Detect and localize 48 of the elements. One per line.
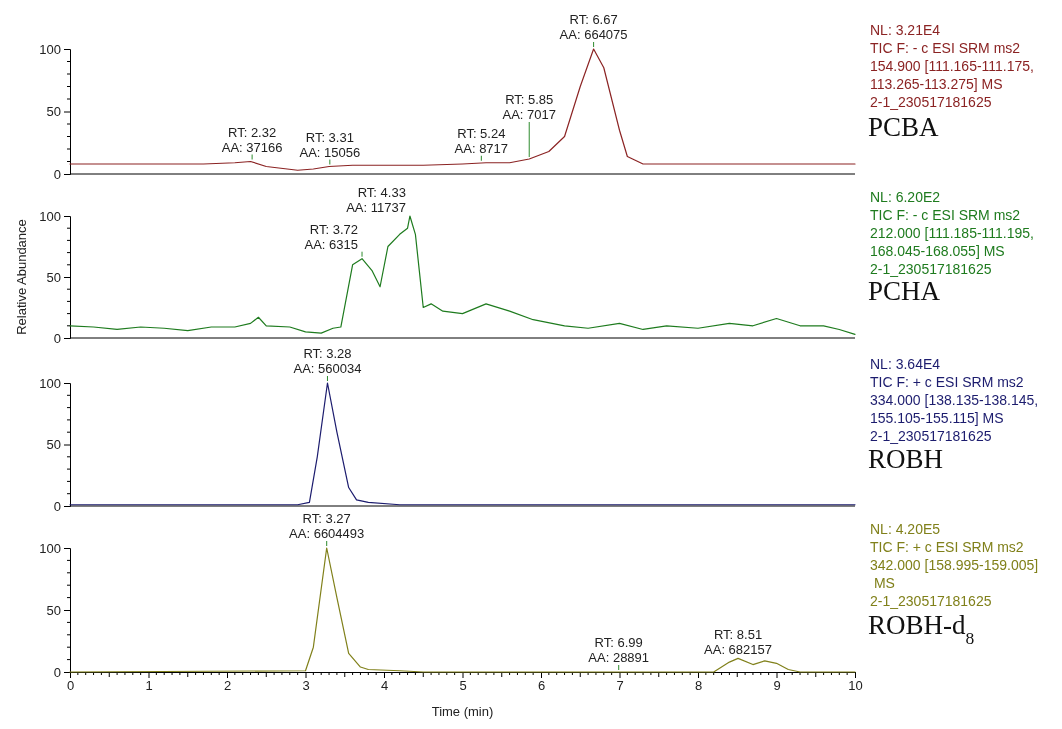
x-tick-label: 1 xyxy=(145,678,153,694)
annotation: RT: 6.67 AA: 664075 xyxy=(559,12,628,42)
x-tick-label: 7 xyxy=(616,678,624,694)
y-tick-label: 50 xyxy=(46,602,61,618)
text: NL: 3.21E4 TIC F: - c ESI SRM ms2 154.900 [111.165-111.175, 113.265-113.275] MS 2-1_230517181625 xyxy=(870,22,1034,110)
x-tick-label: 4 xyxy=(380,678,389,694)
annotation: RT: 6.99 AA: 28891 xyxy=(588,635,650,665)
annotation: RT: 3.28 AA: 560034 xyxy=(293,346,362,376)
text: NL: 6.20E2 TIC F: - c ESI SRM ms2 212.000 [111.185-111.195, 168.045-168.055] MS 2-1_230517181625 xyxy=(870,189,1034,277)
text: ROBH-d$_{8}$ xyxy=(868,610,975,648)
x-tick-label: 2 xyxy=(223,678,232,694)
y-tick-label: 100 xyxy=(39,540,61,556)
line-series xyxy=(69,547,856,673)
x-tick-label: 3 xyxy=(302,678,310,694)
annotation: RT: 2.32 AA: 37166 xyxy=(221,124,283,155)
x-tick-label: 0 xyxy=(66,678,75,694)
y-tick-label: 0 xyxy=(53,166,61,182)
y-tick-label: 0 xyxy=(53,664,61,680)
line-series xyxy=(69,215,856,335)
line-series xyxy=(69,382,856,506)
annotation: RT: 3.27 AA: 6604493 xyxy=(289,511,365,541)
text: PCBA xyxy=(868,112,940,142)
text: NL: 3.64E4 TIC F: + c ESI SRM ms2 334.000 [138.135-138.145, 155.105-155.115] MS 2-1_230517181625 xyxy=(870,356,1039,444)
y-tick-label: 50 xyxy=(46,269,61,285)
line-series xyxy=(69,48,856,171)
y-tick-label: 0 xyxy=(53,498,61,514)
x-axis-title: Time (min) xyxy=(431,704,494,719)
annotation: RT: 3.72 AA: 6315 xyxy=(304,221,359,252)
y-tick-label: 0 xyxy=(53,330,61,346)
annotation: RT: 5.85 AA: 7017 xyxy=(502,92,556,122)
x-tick-label: 8 xyxy=(694,678,703,694)
y-tick-label: 50 xyxy=(46,437,61,453)
y-tick-label: 100 xyxy=(39,208,61,224)
x-tick-label: 5 xyxy=(459,678,467,694)
text: NL: 4.20E5 TIC F: + c ESI SRM ms2 342.000 [158.995-159.005] MS 2-1_230517181625 xyxy=(870,521,1039,609)
annotation: RT: 3.31 AA: 15056 xyxy=(299,129,361,160)
y-axis-title: Relative Abundance xyxy=(14,219,29,335)
annotation: RT: 5.24 AA: 8717 xyxy=(454,125,509,156)
text: PCHA xyxy=(868,276,941,306)
x-tick-label: 6 xyxy=(537,678,546,694)
annotation: RT: 4.33 AA: 11737 xyxy=(346,185,406,215)
x-tick-label: 10 xyxy=(848,678,863,694)
x-tick-label: 9 xyxy=(773,678,781,694)
text: ROBH xyxy=(868,444,944,474)
y-tick-label: 100 xyxy=(39,375,61,391)
y-tick-label: 50 xyxy=(46,104,61,120)
annotation: RT: 8.51 AA: 682157 xyxy=(704,627,773,658)
y-tick-label: 100 xyxy=(39,41,61,57)
